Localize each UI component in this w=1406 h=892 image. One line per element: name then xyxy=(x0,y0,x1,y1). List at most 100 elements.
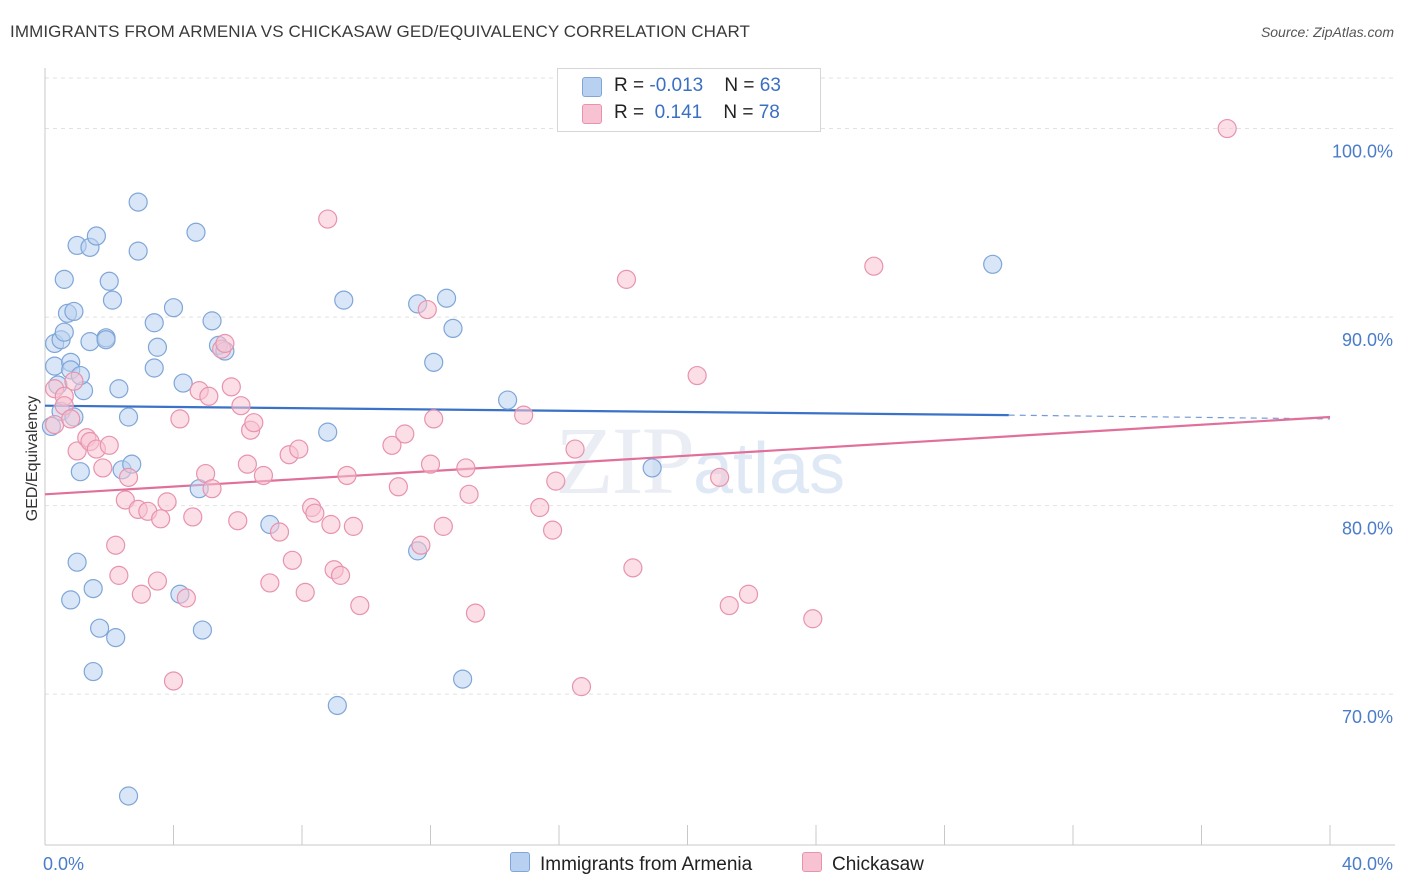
point-chickasaw xyxy=(45,414,65,435)
point-chickasaw xyxy=(170,409,190,429)
legend-n-value: 63 xyxy=(759,75,781,96)
point-armenia xyxy=(86,226,107,246)
point-chickasaw xyxy=(395,424,415,444)
trend-lines xyxy=(44,404,1331,496)
legend-text-chickasaw: R = 0.141 N = 78 xyxy=(614,102,780,124)
point-chickasaw xyxy=(337,465,357,486)
axis-labels: 70.0% 80.0% 90.0% 100.0% 0.0% 40.0% GED/Equiva… xyxy=(24,142,1393,874)
point-chickasaw xyxy=(424,409,444,429)
point-chickasaw xyxy=(719,595,739,616)
point-armenia xyxy=(109,379,129,399)
y-tick-label: 90.0% xyxy=(1342,330,1393,350)
point-armenia xyxy=(106,628,126,648)
point-chickasaw xyxy=(295,582,315,602)
point-chickasaw xyxy=(151,509,171,529)
point-chickasaw xyxy=(199,386,219,406)
point-chickasaw xyxy=(147,571,168,591)
bottom-legend-swatch-armenia xyxy=(510,852,530,872)
point-chickasaw xyxy=(388,477,408,497)
point-chickasaw xyxy=(350,595,370,616)
bottom-legend-label-armenia: Immigrants from Armenia xyxy=(540,854,753,875)
point-armenia xyxy=(83,661,103,682)
legend-swatch-armenia xyxy=(582,77,602,97)
y-axis-title: GED/Equivalency xyxy=(24,396,41,521)
point-chickasaw xyxy=(864,256,884,276)
point-chickasaw xyxy=(330,565,351,585)
point-chickasaw xyxy=(202,479,222,499)
point-chickasaw xyxy=(420,454,441,474)
point-armenia xyxy=(498,390,518,410)
point-armenia xyxy=(318,422,338,442)
point-chickasaw xyxy=(93,458,113,478)
point-chickasaw xyxy=(382,435,402,455)
data-points xyxy=(41,118,1237,806)
point-armenia xyxy=(983,254,1003,274)
point-chickasaw xyxy=(343,516,363,536)
point-chickasaw xyxy=(417,299,437,320)
point-chickasaw xyxy=(465,603,486,623)
point-chickasaw xyxy=(253,465,274,486)
point-chickasaw xyxy=(67,441,87,461)
point-chickasaw xyxy=(1217,118,1237,139)
point-armenia xyxy=(436,288,457,308)
point-chickasaw xyxy=(157,492,177,512)
legend-r-label: R = xyxy=(614,75,650,96)
source-label: Source: ZipAtlas.com xyxy=(1260,24,1394,40)
point-armenia xyxy=(80,332,100,352)
legend-r-value: 0.141 xyxy=(649,102,703,123)
point-armenia xyxy=(67,552,87,572)
point-chickasaw xyxy=(163,671,184,691)
point-chickasaw xyxy=(176,588,196,608)
point-chickasaw xyxy=(571,677,592,697)
point-chickasaw xyxy=(115,490,135,510)
point-chickasaw xyxy=(64,371,84,391)
point-chickasaw xyxy=(411,535,431,555)
point-armenia xyxy=(128,192,148,212)
point-armenia xyxy=(61,590,81,610)
point-armenia xyxy=(64,301,84,322)
watermark: ZIPatlas xyxy=(555,405,845,516)
legend-swatch-chickasaw xyxy=(582,104,602,124)
point-armenia xyxy=(144,358,164,378)
y-tick-label: 70.0% xyxy=(1342,707,1393,727)
point-chickasaw xyxy=(530,497,550,518)
point-armenia xyxy=(163,298,184,318)
point-armenia xyxy=(147,337,168,357)
point-chickasaw xyxy=(623,558,643,578)
bottom-legend-label-chickasaw: Chickasaw xyxy=(832,854,924,875)
x-tick-label: 40.0% xyxy=(1342,854,1393,874)
point-chickasaw xyxy=(459,484,479,504)
point-armenia xyxy=(144,313,164,333)
point-chickasaw xyxy=(237,454,257,474)
chart-title: IMMIGRANTS FROM ARMENIA VS CHICKASAW GED… xyxy=(10,22,750,41)
point-chickasaw xyxy=(514,405,534,425)
y-tick-label: 80.0% xyxy=(1342,519,1393,539)
legend-text-armenia: R = -0.013 N = 63 xyxy=(614,75,781,97)
legend-n-label: N = xyxy=(723,102,759,123)
point-armenia xyxy=(102,290,123,310)
point-chickasaw xyxy=(215,333,235,354)
point-chickasaw xyxy=(318,209,338,229)
point-armenia xyxy=(334,290,354,310)
x-tick-label: 0.0% xyxy=(43,854,84,874)
bottom-legend-swatch-chickasaw xyxy=(802,852,822,872)
legend: R = -0.013 N = 63 R = 0.141 N = 78 xyxy=(557,68,821,132)
point-chickasaw xyxy=(542,520,563,540)
point-chickasaw xyxy=(546,471,566,491)
point-armenia xyxy=(424,352,444,372)
point-chickasaw xyxy=(260,573,280,593)
gridlines xyxy=(45,77,1395,695)
point-chickasaw xyxy=(433,516,453,536)
point-armenia xyxy=(54,322,74,342)
point-chickasaw xyxy=(710,467,730,487)
point-chickasaw xyxy=(244,413,264,433)
point-armenia xyxy=(99,271,119,291)
point-chickasaw xyxy=(118,467,139,487)
point-armenia xyxy=(45,356,65,376)
point-chickasaw xyxy=(61,409,81,429)
point-chickasaw xyxy=(282,550,302,570)
point-chickasaw xyxy=(803,609,823,629)
legend-r-value: -0.013 xyxy=(649,75,704,96)
point-chickasaw xyxy=(565,439,585,459)
